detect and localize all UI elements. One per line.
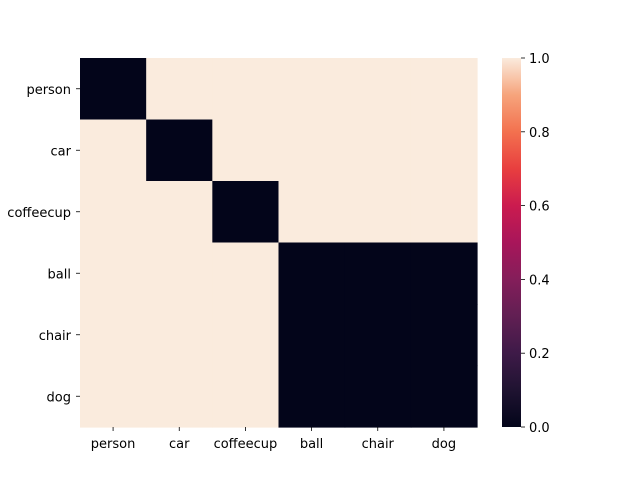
y-tick-label: ball bbox=[48, 267, 71, 282]
heatmap-cell bbox=[278, 242, 346, 305]
heatmap-cell bbox=[80, 242, 147, 305]
heatmap-cell bbox=[212, 181, 280, 244]
y-tick-label: coffeecup bbox=[7, 206, 71, 221]
heatmap-cell bbox=[146, 365, 213, 428]
heatmap-cell bbox=[212, 365, 280, 428]
heatmap-cell bbox=[344, 365, 412, 428]
heatmap-cell bbox=[410, 119, 478, 182]
heatmap-cell bbox=[146, 119, 213, 182]
heatmap-cell bbox=[212, 242, 280, 305]
heatmap-cell bbox=[146, 181, 213, 244]
x-tick-label: ball bbox=[300, 437, 323, 452]
heatmap-cell bbox=[344, 58, 412, 121]
heatmap-cells bbox=[80, 58, 478, 428]
x-tick-label: dog bbox=[432, 437, 456, 452]
heatmap-cell bbox=[278, 181, 346, 244]
colorbar-gradient bbox=[502, 58, 521, 427]
heatmap-cell bbox=[344, 242, 412, 305]
heatmap-cell bbox=[410, 181, 478, 244]
x-tick-label: chair bbox=[362, 437, 395, 452]
x-tick-label: person bbox=[91, 437, 136, 452]
heatmap-cell bbox=[80, 119, 147, 182]
heatmap-cell bbox=[410, 365, 478, 428]
heatmap-cell bbox=[80, 365, 147, 428]
colorbar-tick-label: 0.8 bbox=[529, 126, 550, 141]
colorbar-tick-label: 0.4 bbox=[529, 273, 550, 288]
colorbar: 0.0 0.2 0.4 0.6 0.8 1.0 bbox=[502, 52, 550, 436]
colorbar-tick-label: 0.0 bbox=[529, 421, 550, 436]
y-tick-label: chair bbox=[39, 329, 72, 344]
heatmap-cell bbox=[146, 304, 213, 367]
heatmap-cell bbox=[80, 58, 147, 121]
colorbar-tick-label: 0.6 bbox=[529, 200, 550, 215]
heatmap-cell bbox=[80, 181, 147, 244]
heatmap-cell bbox=[278, 365, 346, 428]
colorbar-ticks: 0.0 0.2 0.4 0.6 0.8 1.0 bbox=[521, 52, 550, 436]
y-tick-labels: person car coffeecup ball chair dog bbox=[7, 83, 80, 405]
heatmap-cell bbox=[212, 304, 280, 367]
heatmap-cell bbox=[410, 242, 478, 305]
heatmap-cell bbox=[278, 58, 346, 121]
heatmap-cell bbox=[344, 304, 412, 367]
heatmap-cell bbox=[278, 304, 346, 367]
y-tick-label: person bbox=[26, 83, 71, 98]
heatmap-cell bbox=[410, 304, 478, 367]
y-tick-label: dog bbox=[47, 390, 71, 405]
heatmap-cell bbox=[278, 119, 346, 182]
x-tick-label: car bbox=[169, 437, 190, 452]
x-tick-labels: person car coffeecup ball chair dog bbox=[91, 427, 456, 452]
heatmap-cell bbox=[146, 242, 213, 305]
heatmap-cell bbox=[212, 58, 280, 121]
heatmap-cell bbox=[410, 58, 478, 121]
colorbar-tick-label: 0.2 bbox=[529, 347, 550, 362]
heatmap-cell bbox=[146, 58, 213, 121]
x-tick-label: coffeecup bbox=[214, 437, 278, 452]
heatmap-cell bbox=[212, 119, 280, 182]
heatmap-cell bbox=[344, 119, 412, 182]
colorbar-tick-label: 1.0 bbox=[529, 52, 550, 67]
heatmap-cell bbox=[344, 181, 412, 244]
heatmap-cell bbox=[80, 304, 147, 367]
y-tick-label: car bbox=[51, 144, 72, 159]
